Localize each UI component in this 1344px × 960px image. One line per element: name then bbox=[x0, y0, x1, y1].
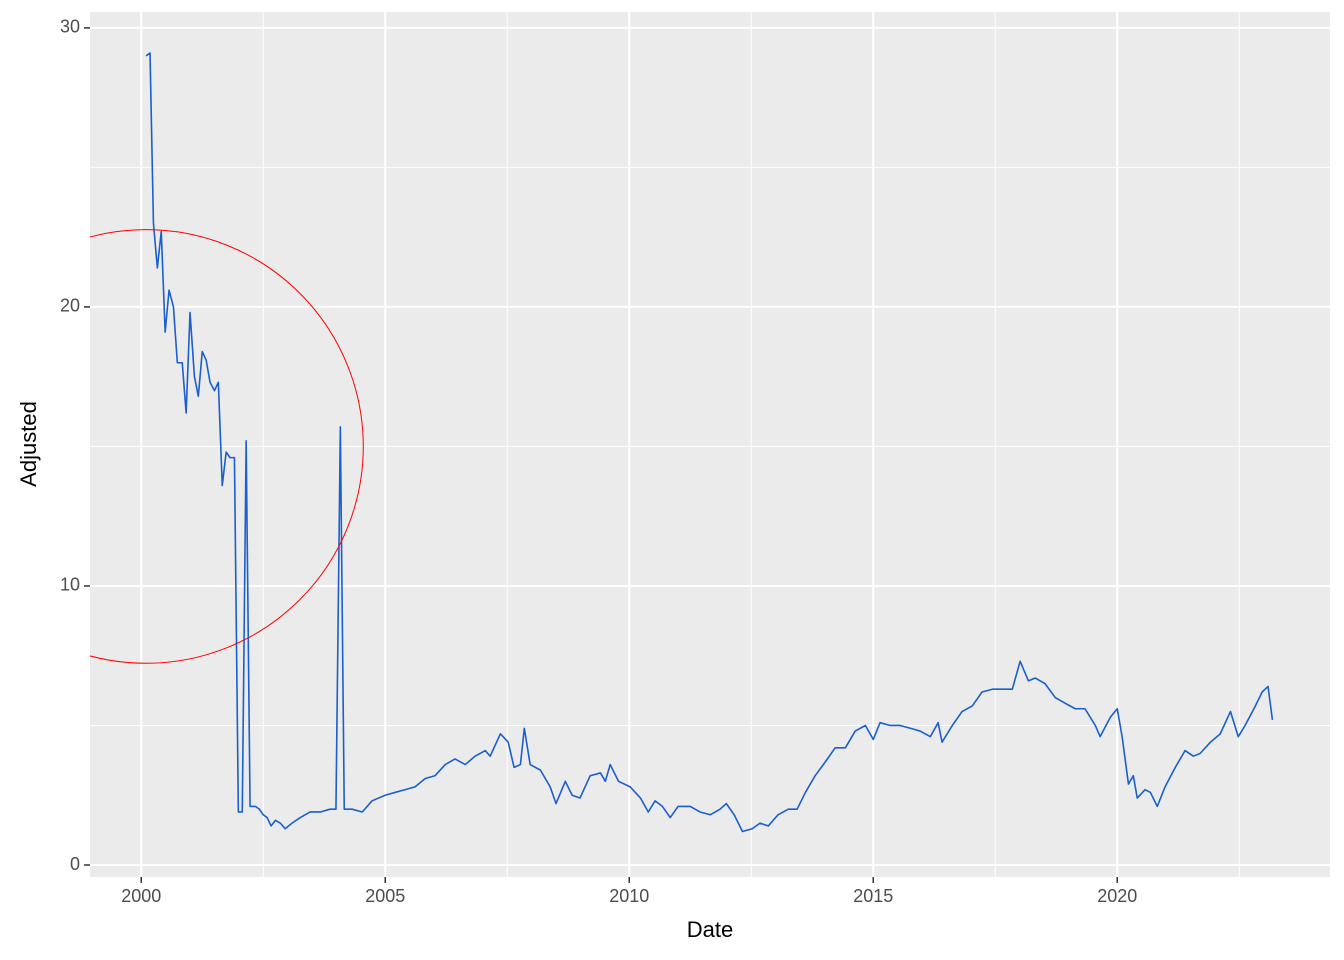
y-tick-label: 30 bbox=[60, 17, 80, 37]
x-tick-label: 2015 bbox=[853, 886, 893, 906]
y-tick-label: 20 bbox=[60, 296, 80, 316]
y-tick-label: 0 bbox=[70, 854, 80, 874]
grid bbox=[90, 12, 1330, 877]
x-tick-label: 2010 bbox=[609, 886, 649, 906]
highlight-circle bbox=[90, 229, 364, 664]
x-tick-label: 2000 bbox=[121, 886, 161, 906]
x-axis-title: Date bbox=[687, 917, 733, 942]
data-line bbox=[145, 52, 1274, 833]
plot-area bbox=[90, 52, 1274, 833]
x-tick-label: 2020 bbox=[1097, 886, 1137, 906]
y-axis-title: Adjusted bbox=[16, 401, 41, 487]
y-tick-label: 10 bbox=[60, 575, 80, 595]
panel bbox=[90, 12, 1330, 877]
x-tick-label: 2005 bbox=[365, 886, 405, 906]
axes: 2000 2005 2010 2015 2020 0 10 20 30 bbox=[60, 17, 1137, 906]
